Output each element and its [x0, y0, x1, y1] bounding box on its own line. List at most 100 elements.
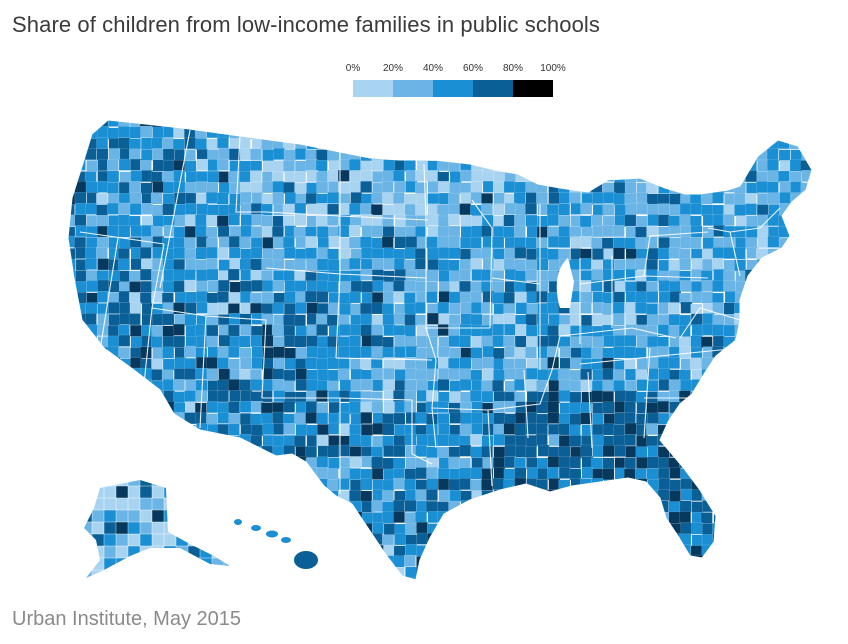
alaska-county-cell[interactable]	[80, 533, 93, 547]
county-cell[interactable]	[174, 116, 186, 128]
county-cell[interactable]	[658, 457, 670, 469]
county-cell[interactable]	[316, 116, 328, 129]
county-cell[interactable]	[491, 577, 504, 586]
county-cell[interactable]	[470, 556, 482, 569]
county-cell[interactable]	[669, 193, 681, 206]
county-cell[interactable]	[382, 457, 395, 470]
county-cell[interactable]	[679, 565, 692, 578]
county-cell[interactable]	[349, 270, 362, 282]
county-cell[interactable]	[558, 446, 571, 458]
county-cell[interactable]	[712, 423, 725, 436]
county-cell[interactable]	[438, 489, 451, 502]
county-cell[interactable]	[360, 555, 372, 568]
county-cell[interactable]	[163, 181, 175, 194]
county-cell[interactable]	[317, 523, 329, 536]
county-cell[interactable]	[295, 424, 308, 436]
county-cell[interactable]	[657, 533, 669, 545]
county-cell[interactable]	[272, 378, 285, 391]
county-cell[interactable]	[646, 303, 658, 315]
county-cell[interactable]	[668, 346, 681, 359]
county-cell[interactable]	[558, 137, 571, 149]
county-cell[interactable]	[570, 501, 582, 513]
alaska-county-cell[interactable]	[163, 569, 177, 582]
county-cell[interactable]	[580, 149, 592, 162]
county-cell[interactable]	[217, 544, 229, 556]
county-cell[interactable]	[779, 412, 791, 425]
county-cell[interactable]	[327, 169, 340, 182]
county-cell[interactable]	[558, 543, 571, 556]
county-cell[interactable]	[426, 115, 439, 127]
alaska-county-cell[interactable]	[151, 521, 165, 535]
county-cell[interactable]	[295, 379, 308, 391]
county-cell[interactable]	[437, 226, 450, 238]
county-cell[interactable]	[74, 578, 87, 586]
county-cell[interactable]	[746, 182, 758, 195]
county-cell[interactable]	[635, 446, 648, 459]
county-cell[interactable]	[350, 192, 363, 204]
county-cell[interactable]	[414, 248, 427, 260]
county-cell[interactable]	[163, 576, 175, 586]
county-cell[interactable]	[426, 236, 438, 249]
county-cell[interactable]	[437, 446, 449, 459]
county-cell[interactable]	[118, 158, 131, 171]
county-cell[interactable]	[635, 126, 648, 139]
county-cell[interactable]	[746, 401, 758, 413]
county-cell[interactable]	[85, 302, 98, 315]
county-cell[interactable]	[261, 303, 274, 315]
county-cell[interactable]	[449, 565, 461, 578]
county-cell[interactable]	[393, 412, 406, 425]
county-cell[interactable]	[612, 148, 625, 161]
county-cell[interactable]	[382, 303, 394, 315]
county-cell[interactable]	[547, 500, 559, 512]
county-cell[interactable]	[614, 501, 627, 514]
county-cell[interactable]	[185, 567, 197, 580]
county-cell[interactable]	[789, 302, 801, 315]
county-cell[interactable]	[284, 335, 296, 348]
county-cell[interactable]	[130, 336, 143, 349]
county-cell[interactable]	[756, 435, 768, 448]
county-cell[interactable]	[779, 534, 792, 547]
county-cell[interactable]	[482, 356, 495, 369]
county-cell[interactable]	[493, 412, 506, 425]
county-cell[interactable]	[724, 555, 737, 568]
county-cell[interactable]	[614, 335, 627, 347]
county-cell[interactable]	[493, 203, 505, 216]
county-cell[interactable]	[646, 435, 659, 448]
alaska-county-cell[interactable]	[127, 509, 141, 523]
county-cell[interactable]	[65, 467, 77, 479]
county-cell[interactable]	[492, 270, 505, 282]
county-cell[interactable]	[755, 358, 768, 370]
county-cell[interactable]	[250, 467, 262, 479]
county-cell[interactable]	[625, 380, 637, 392]
county-cell[interactable]	[294, 577, 307, 586]
county-cell[interactable]	[657, 489, 670, 501]
county-cell[interactable]	[481, 390, 494, 403]
county-cell[interactable]	[184, 390, 197, 403]
county-cell[interactable]	[339, 138, 352, 150]
county-cell[interactable]	[250, 292, 262, 305]
alaska-county-cell[interactable]	[211, 557, 225, 571]
county-cell[interactable]	[756, 369, 768, 382]
county-cell[interactable]	[273, 346, 285, 359]
county-cell[interactable]	[580, 138, 593, 150]
county-cell[interactable]	[326, 468, 339, 480]
county-cell[interactable]	[107, 435, 119, 448]
county-cell[interactable]	[63, 138, 75, 151]
county-cell[interactable]	[361, 545, 373, 558]
county-cell[interactable]	[370, 555, 383, 568]
county-cell[interactable]	[394, 346, 406, 358]
county-cell[interactable]	[745, 413, 757, 426]
county-cell[interactable]	[636, 281, 648, 293]
county-cell[interactable]	[415, 258, 427, 270]
county-cell[interactable]	[767, 534, 780, 546]
county-cell[interactable]	[383, 544, 395, 557]
county-cell[interactable]	[294, 412, 307, 425]
county-cell[interactable]	[800, 324, 812, 337]
alaska-county-cell[interactable]	[187, 521, 201, 535]
county-cell[interactable]	[117, 567, 130, 579]
county-cell[interactable]	[206, 446, 219, 459]
county-cell[interactable]	[810, 214, 822, 226]
county-cell[interactable]	[471, 336, 483, 348]
county-cell[interactable]	[591, 314, 604, 326]
county-cell[interactable]	[251, 479, 264, 491]
